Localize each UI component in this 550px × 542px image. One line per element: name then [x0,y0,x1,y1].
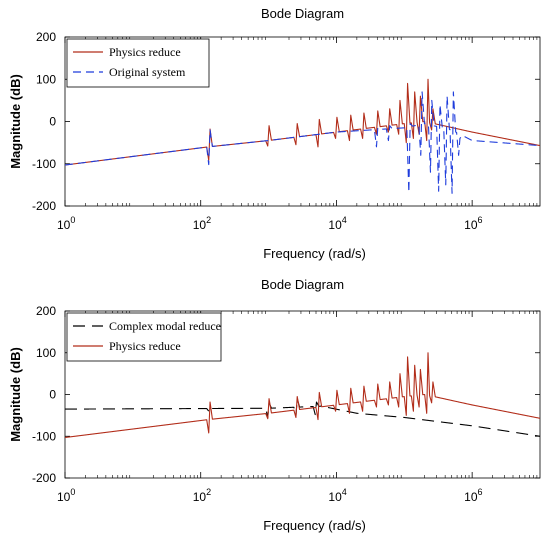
legend-label: Original system [109,65,186,79]
x-tick-label: 104 [328,487,346,504]
legend-box [66,38,210,88]
x-tick-base: 10 [193,490,207,504]
x-tick-exponent: 2 [206,215,211,225]
legend-label: Complex modal reduce [109,319,221,333]
y-axis-label: Magnitude (dB) [8,347,23,442]
x-tick-base: 10 [57,490,71,504]
series-group [65,78,540,194]
y-tick-label: 200 [36,30,56,44]
y-tick-label: 200 [36,304,56,318]
x-tick-exponent: 4 [342,487,347,497]
y-tick-label: 0 [49,115,56,129]
y-tick-label: -200 [32,471,56,485]
x-tick-exponent: 6 [478,487,483,497]
y-tick-label: 100 [36,72,56,86]
y-tick-label: -100 [32,429,56,443]
x-tick-label: 100 [57,487,75,504]
y-tick-label: 0 [49,388,56,402]
x-tick-label: 100 [57,215,75,232]
x-tick-exponent: 0 [70,215,75,225]
x-tick-base: 10 [57,218,71,232]
series-line-physics-reduce [65,352,540,439]
chart-title: Bode Diagram [261,277,344,292]
x-tick-base: 10 [328,490,342,504]
x-axis-label: Frequency (rad/s) [263,246,366,261]
x-tick-label: 104 [328,215,346,232]
legend: Complex modal reduce Physics reduce [66,312,222,362]
legend-box [66,312,222,362]
x-tick-base: 10 [193,218,207,232]
x-tick-label: 106 [464,487,482,504]
x-tick-exponent: 0 [70,487,75,497]
x-tick-label: 102 [193,215,211,232]
x-tick-base: 10 [464,490,478,504]
x-tick-exponent: 2 [206,487,211,497]
series-line-original-system [65,91,540,194]
x-tick-base: 10 [464,218,478,232]
x-tick-exponent: 6 [478,215,483,225]
x-axis-label: Frequency (rad/s) [263,518,366,533]
chart-title: Bode Diagram [261,6,344,21]
legend-label: Physics reduce [109,45,181,59]
y-tick-label: -100 [32,157,56,171]
legend: Physics reduce Original system [66,38,210,88]
x-tick-exponent: 4 [342,215,347,225]
y-tick-label: -200 [32,199,56,213]
series-line-physics-reduce [65,78,540,166]
series-group [65,352,540,439]
y-tick-label: 100 [36,346,56,360]
x-tick-label: 106 [464,215,482,232]
series-line-complex-modal-reduce [65,398,540,437]
legend-label: Physics reduce [109,339,181,353]
x-tick-label: 102 [193,487,211,504]
x-tick-base: 10 [328,218,342,232]
y-axis-label: Magnitude (dB) [8,74,23,169]
